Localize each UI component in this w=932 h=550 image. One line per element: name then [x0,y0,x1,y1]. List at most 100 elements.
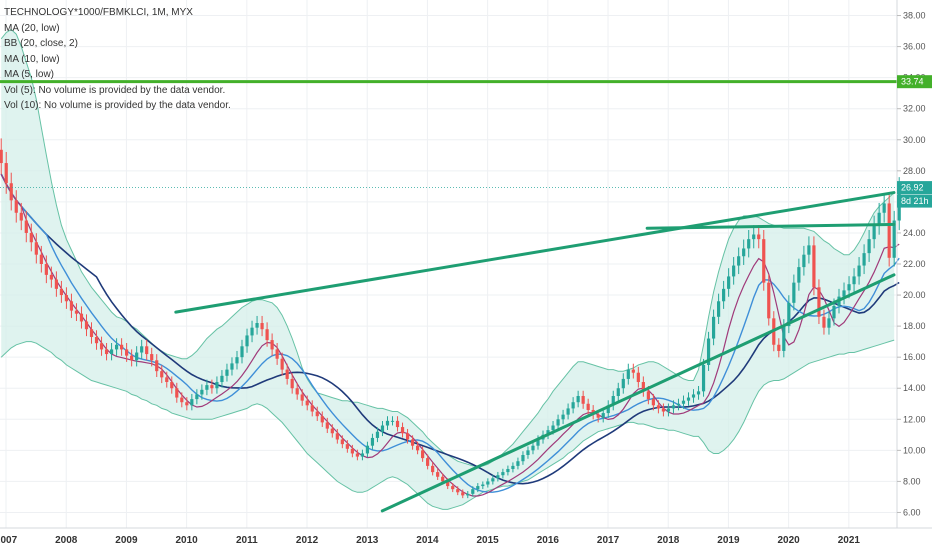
trendlines[interactable] [174,191,896,513]
candle-body [385,420,390,426]
candle-body [661,408,666,412]
time-tick-label: 2017 [597,535,620,546]
candle-body [210,385,214,389]
candle-body [345,444,349,449]
candle-body [315,411,319,417]
legend-bb[interactable]: BB (20, close, 2) [4,38,78,49]
candle-body [170,382,174,389]
candle-body [380,425,385,432]
time-axis[interactable]: 2007 2008 2009 2010 2011 2012 2013 2014 2015 2016… [0,527,932,546]
candle-body [120,344,124,350]
candle-body [546,430,550,435]
candle-body [757,234,761,240]
time-tick-label: 2009 [115,535,138,546]
last-price-badge-bg [897,181,932,195]
legend-vol10[interactable]: Vol (10): No volume is provided by the d… [4,100,231,111]
candle-body [656,405,661,409]
candle-body [872,225,876,240]
moving-averages [0,173,900,497]
candle-body [24,220,28,233]
candle-body [54,279,58,289]
candle-body [696,391,701,395]
candle-body [792,282,796,303]
horizontal-level[interactable] [0,80,897,188]
candle-body [571,402,575,409]
candle-body [421,450,425,459]
candle-body [84,321,89,330]
candle-body [752,234,756,240]
time-tick-label: 2015 [477,535,500,546]
candle-body [847,284,851,291]
candle-body [140,346,144,353]
candle-body [827,318,831,328]
candle-body [405,433,410,440]
candle-body [44,264,48,275]
candle-body [747,239,751,249]
candle-body [456,489,460,493]
countdown-badge: 8d 21h [901,196,929,206]
candle-body [646,391,650,400]
candle-body [325,422,329,429]
candle-body [165,377,169,383]
candle-body [220,375,224,383]
bb-fill [1,29,895,510]
price-axis[interactable]: 6.00 8.00 10.00 12.00 14.00 16.00 18.00 20.00 22… [896,0,932,528]
candle-body [155,360,159,372]
candle-body [471,489,475,494]
candle-body [802,254,806,268]
candle-body [832,305,836,319]
candle-body [260,323,264,330]
candle-body [64,295,69,302]
legend-symbol: TECHNOLOGY*1000/FBMKLCI, 1M, MYX [4,7,193,18]
legend-vol5[interactable]: Vol (5): No volume is provided by the da… [4,84,226,96]
candle-body [240,346,244,358]
candle-body [310,405,314,412]
candle-body [340,439,344,445]
candle-body [295,388,299,395]
candle-body [461,492,465,496]
ma20-line [0,173,900,485]
price-tick-label: 8.00 [903,476,921,486]
candle-body [225,369,229,376]
candle-body [180,397,184,403]
candle-body [506,468,510,473]
candle-body [99,343,104,350]
candle-body [360,453,365,457]
candle-body [270,340,274,350]
candlesticks [0,138,901,499]
candle-body [711,316,716,339]
candle-body [300,394,304,401]
candle-body [501,472,505,476]
candle-body [782,326,786,351]
time-tick-label: 2020 [778,535,801,546]
level-badge-bg [897,75,932,89]
legend-ma5[interactable]: MA (5, low) [4,69,55,80]
candle-body [195,394,199,400]
candle-body [59,288,64,296]
candle-body [777,344,781,351]
candle-body [586,403,590,410]
candle-body [175,388,179,398]
candle-body [551,425,555,431]
candle-body [807,245,811,255]
candle-body [706,338,711,365]
candle-body [370,437,375,446]
price-tick-label: 18.00 [903,321,926,331]
candle-body [375,431,380,438]
candle-body [410,439,415,446]
candle-body [190,399,194,406]
candle-body [426,458,430,466]
legend-ma10[interactable]: MA (10, low) [4,53,60,65]
price-tick-label: 38.00 [903,11,926,21]
candle-body [631,369,635,373]
candle-body [666,408,671,412]
candle-body [566,408,570,415]
candle-body [29,232,33,243]
candle-body [822,316,826,328]
candle-body [400,427,405,434]
legend-ma20[interactable]: MA (20, low) [4,22,60,34]
candle-body [230,363,234,370]
time-tick-label: 2019 [717,535,740,546]
candle-body [34,242,38,255]
